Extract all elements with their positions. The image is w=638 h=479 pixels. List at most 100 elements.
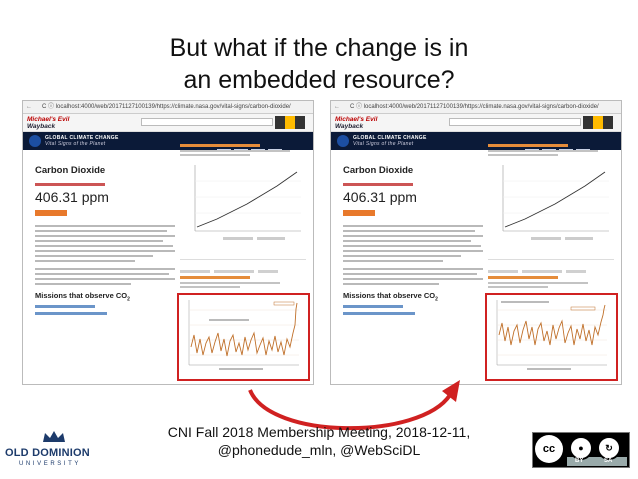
wayback-logo-line1: Michael's Evil	[27, 116, 70, 123]
panel-heading	[180, 276, 250, 279]
text-line	[343, 230, 475, 232]
panel-subtext	[488, 286, 548, 288]
text-line	[343, 245, 481, 247]
wayback-toolbar: Michael's Evil Wayback	[331, 114, 621, 132]
text-line	[35, 250, 175, 252]
wayback-toolbar: Michael's Evil Wayback	[23, 114, 313, 132]
panel-heading	[180, 144, 260, 147]
text-line	[35, 235, 175, 237]
text-line	[343, 255, 461, 257]
ice-core-chart	[188, 300, 299, 370]
text-line	[343, 225, 483, 227]
browser-url-bar[interactable]: ← C ⓘ localhost:4000/web/20171127100139/h…	[331, 101, 621, 114]
panel-subtext	[180, 150, 290, 152]
screenshot-right: ← C ⓘ localhost:4000/web/20171127100139/h…	[330, 100, 622, 385]
wayback-logo: Michael's Evil Wayback	[27, 116, 69, 130]
panel-subtext	[180, 282, 280, 284]
latest-label	[343, 183, 413, 186]
text-line	[343, 283, 439, 285]
cc-label-bar	[567, 457, 627, 466]
panel-subtext	[488, 282, 588, 284]
wayback-calendar[interactable]	[275, 116, 305, 129]
ice-core-chart	[496, 300, 607, 370]
co2-value: 406.31 ppm	[343, 189, 417, 205]
panel-subtext	[488, 150, 598, 152]
text-line	[343, 268, 483, 270]
co2-trend-chart	[502, 165, 609, 240]
wayback-calendar[interactable]	[583, 116, 613, 129]
share-alike-icon: ↻	[597, 436, 621, 460]
text-line	[35, 225, 175, 227]
crown-icon	[43, 431, 65, 442]
text-line	[35, 230, 167, 232]
university-name: OLD DOMINION	[5, 447, 90, 459]
mission-link[interactable]	[343, 305, 403, 308]
missions-heading: Missions that observe CO2	[35, 291, 130, 303]
browser-url-bar[interactable]: ← C ⓘ localhost:4000/web/20171127100139/h…	[23, 101, 313, 114]
text-line	[343, 235, 483, 237]
text-line	[35, 245, 173, 247]
text-line	[343, 250, 483, 252]
site-title: GLOBAL CLIMATE CHANGE Vital Signs of the…	[45, 135, 119, 147]
cc-by-label: BY	[575, 458, 584, 464]
chart-legend-bar	[180, 259, 306, 273]
slide-title-line2: an embedded resource?	[183, 66, 455, 94]
panel-heading	[488, 144, 568, 147]
site-title-text: GLOBAL CLIMATE CHANGE	[45, 135, 119, 141]
site-title: GLOBAL CLIMATE CHANGE Vital Signs of the…	[353, 135, 427, 147]
nasa-logo-icon[interactable]	[337, 135, 349, 147]
back-icon[interactable]: ←	[334, 104, 340, 110]
text-line	[343, 260, 443, 262]
text-line	[35, 255, 153, 257]
url-text: C ⓘ localhost:4000/web/20171127100139/ht…	[42, 104, 291, 110]
slide-footer: CNI Fall 2018 Membership Meeting, 2018-1…	[0, 423, 638, 459]
nasa-logo-icon[interactable]	[29, 135, 41, 147]
panel-subtext	[180, 154, 250, 156]
url-text: C ⓘ localhost:4000/web/20171127100139/ht…	[350, 104, 599, 110]
university-sub: UNIVERSITY	[19, 461, 82, 467]
missions-heading: Missions that observe CO2	[343, 291, 438, 303]
mission-link[interactable]	[343, 312, 415, 315]
cc-icon: cc	[535, 435, 563, 463]
text-line	[35, 278, 175, 280]
wayback-logo: Michael's Evil Wayback	[335, 116, 377, 130]
download-button[interactable]	[35, 210, 67, 216]
screenshot-left: ← C ⓘ localhost:4000/web/20171127100139/h…	[22, 100, 314, 385]
back-icon[interactable]: ←	[26, 104, 32, 110]
text-line	[35, 240, 163, 242]
cc-sa-label: SA	[604, 458, 613, 464]
embedded-chart-highlight	[177, 293, 310, 381]
text-line	[35, 283, 131, 285]
text-line	[35, 273, 169, 275]
panel-heading	[488, 276, 558, 279]
co2-trend-chart	[194, 165, 301, 240]
text-line	[343, 278, 483, 280]
mission-link[interactable]	[35, 305, 95, 308]
text-line	[35, 260, 135, 262]
co2-value: 406.31 ppm	[35, 189, 109, 205]
latest-label	[35, 183, 105, 186]
site-title-text: GLOBAL CLIMATE CHANGE	[353, 135, 427, 141]
page-heading: Carbon Dioxide	[343, 165, 414, 176]
chart-legend-bar	[488, 259, 614, 273]
cc-license-badge: cc ● ↻ BY SA	[532, 432, 630, 468]
mission-link[interactable]	[35, 312, 107, 315]
attribution-icon: ●	[569, 436, 593, 460]
wayback-url-input[interactable]	[449, 118, 581, 126]
panel-subtext	[180, 286, 240, 288]
footer-line1: CNI Fall 2018 Membership Meeting, 2018-1…	[167, 424, 471, 440]
download-button[interactable]	[343, 210, 375, 216]
wayback-logo-line2: Wayback	[27, 123, 56, 130]
wayback-url-input[interactable]	[141, 118, 273, 126]
site-subtitle: Vital Signs of the Planet	[353, 141, 414, 147]
text-line	[343, 273, 477, 275]
footer-line2: @phonedude_mln, @WebSciDL	[217, 442, 421, 458]
text-line	[35, 268, 175, 270]
panel-subtext	[488, 154, 558, 156]
slide-title: But what if the change is in an embedded…	[0, 32, 638, 96]
site-subtitle: Vital Signs of the Planet	[45, 141, 106, 147]
embedded-chart-highlight	[485, 293, 618, 381]
text-line	[343, 240, 471, 242]
wayback-logo-line2: Wayback	[335, 123, 364, 130]
